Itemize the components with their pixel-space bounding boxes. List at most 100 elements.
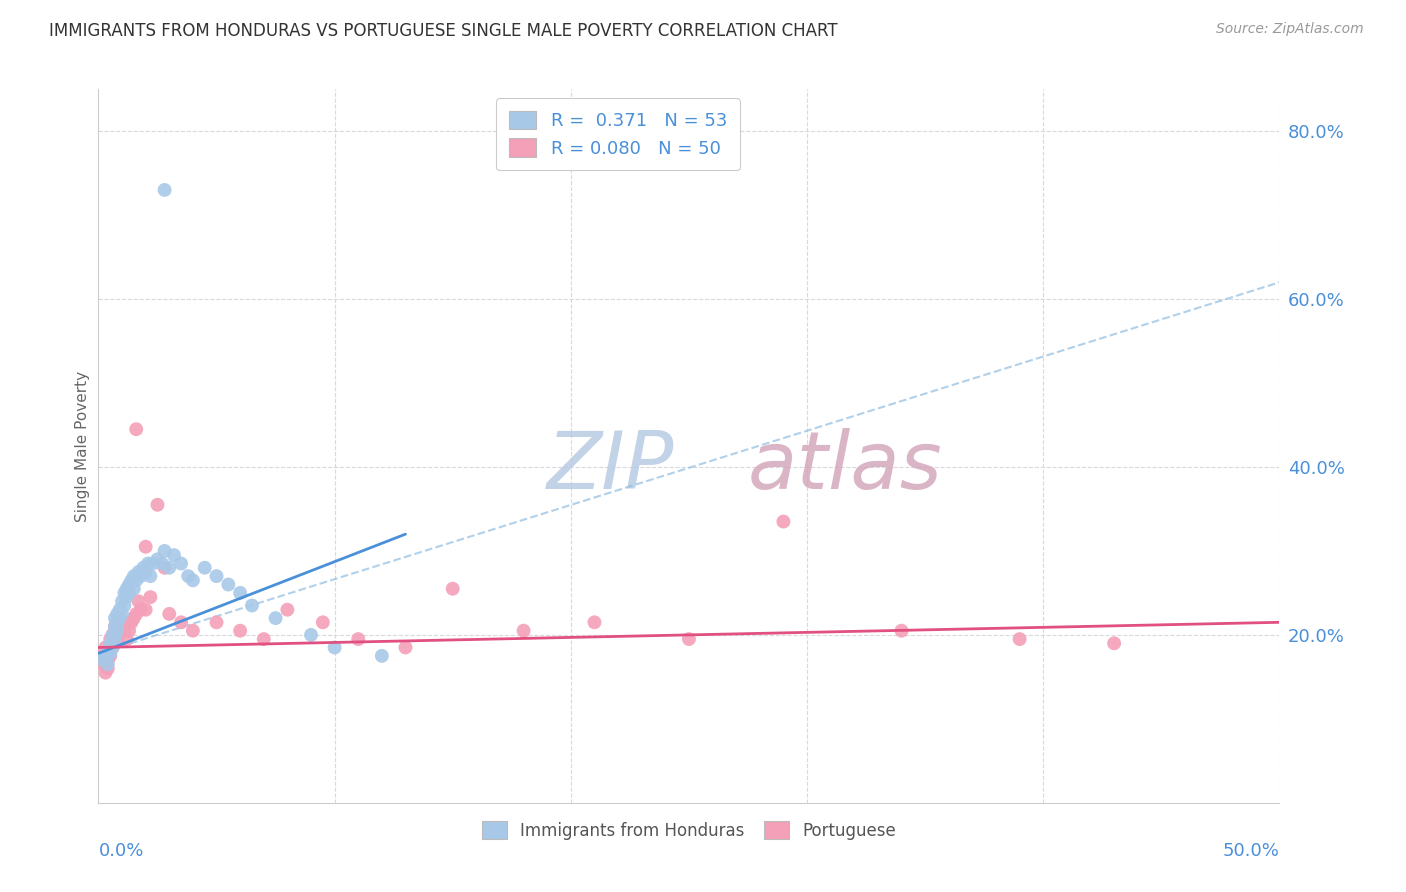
- Point: [217, 577, 239, 591]
- Text: 0.0%: 0.0%: [98, 842, 143, 860]
- Text: Source: ZipAtlas.com: Source: ZipAtlas.com: [1216, 22, 1364, 37]
- Point: [97, 645, 120, 659]
- Point: [153, 544, 176, 558]
- Point: [111, 607, 134, 621]
- Point: [105, 607, 128, 621]
- Point: [122, 611, 145, 625]
- Point: [94, 640, 117, 655]
- Text: 50.0%: 50.0%: [1223, 842, 1279, 860]
- Point: [101, 628, 124, 642]
- Point: [772, 515, 794, 529]
- Point: [104, 632, 127, 646]
- Point: [129, 603, 152, 617]
- Point: [105, 624, 128, 638]
- Point: [111, 594, 134, 608]
- Point: [128, 565, 150, 579]
- Point: [105, 615, 128, 630]
- Point: [146, 552, 169, 566]
- Point: [101, 640, 124, 655]
- Point: [240, 599, 263, 613]
- Point: [105, 632, 128, 646]
- Point: [181, 574, 204, 588]
- Point: [98, 648, 121, 663]
- Point: [170, 615, 193, 630]
- Point: [121, 574, 143, 588]
- Point: [347, 632, 370, 646]
- Point: [194, 560, 217, 574]
- Point: [139, 569, 162, 583]
- Legend: Immigrants from Honduras, Portuguese: Immigrants from Honduras, Portuguese: [474, 814, 904, 848]
- Point: [205, 615, 228, 630]
- Point: [890, 624, 912, 638]
- Point: [91, 657, 114, 672]
- Point: [135, 565, 157, 579]
- Point: [94, 648, 117, 663]
- Point: [157, 607, 180, 621]
- Point: [111, 619, 134, 633]
- Point: [153, 183, 176, 197]
- Point: [101, 640, 124, 655]
- Point: [135, 603, 157, 617]
- Point: [115, 590, 138, 604]
- Point: [205, 569, 228, 583]
- Point: [105, 615, 128, 630]
- Point: [97, 657, 120, 672]
- Point: [441, 582, 464, 596]
- Text: atlas: atlas: [748, 428, 943, 507]
- Point: [128, 594, 150, 608]
- Point: [118, 586, 141, 600]
- Point: [112, 586, 135, 600]
- Text: IMMIGRANTS FROM HONDURAS VS PORTUGUESE SINGLE MALE POVERTY CORRELATION CHART: IMMIGRANTS FROM HONDURAS VS PORTUGUESE S…: [49, 22, 838, 40]
- Point: [104, 636, 127, 650]
- Point: [125, 607, 148, 621]
- Point: [104, 611, 127, 625]
- Point: [104, 619, 127, 633]
- Point: [229, 586, 252, 600]
- Point: [125, 574, 148, 588]
- Point: [312, 615, 335, 630]
- Point: [91, 653, 114, 667]
- Point: [253, 632, 276, 646]
- Point: [101, 628, 124, 642]
- Point: [121, 615, 143, 630]
- Y-axis label: Single Male Poverty: Single Male Poverty: [75, 370, 90, 522]
- Point: [139, 590, 162, 604]
- Point: [94, 665, 117, 680]
- Point: [299, 628, 322, 642]
- Point: [112, 599, 135, 613]
- Point: [122, 582, 145, 596]
- Point: [118, 577, 141, 591]
- Text: ZIP: ZIP: [547, 428, 675, 507]
- Point: [323, 640, 346, 655]
- Point: [129, 569, 152, 583]
- Point: [146, 498, 169, 512]
- Point: [170, 557, 193, 571]
- Point: [118, 624, 141, 638]
- Point: [153, 560, 176, 574]
- Point: [136, 557, 159, 571]
- Point: [276, 603, 298, 617]
- Point: [135, 540, 157, 554]
- Point: [181, 624, 204, 638]
- Point: [142, 557, 165, 571]
- Point: [115, 632, 138, 646]
- Point: [104, 619, 127, 633]
- Point: [97, 661, 120, 675]
- Point: [108, 611, 131, 625]
- Point: [112, 624, 135, 638]
- Point: [125, 422, 148, 436]
- Point: [108, 611, 131, 625]
- Point: [177, 569, 200, 583]
- Point: [111, 615, 134, 630]
- Point: [98, 636, 121, 650]
- Point: [115, 582, 138, 596]
- Point: [1102, 636, 1125, 650]
- Point: [394, 640, 416, 655]
- Point: [122, 569, 145, 583]
- Point: [583, 615, 606, 630]
- Point: [678, 632, 700, 646]
- Point: [371, 648, 394, 663]
- Point: [108, 624, 131, 638]
- Point: [108, 603, 131, 617]
- Point: [97, 653, 120, 667]
